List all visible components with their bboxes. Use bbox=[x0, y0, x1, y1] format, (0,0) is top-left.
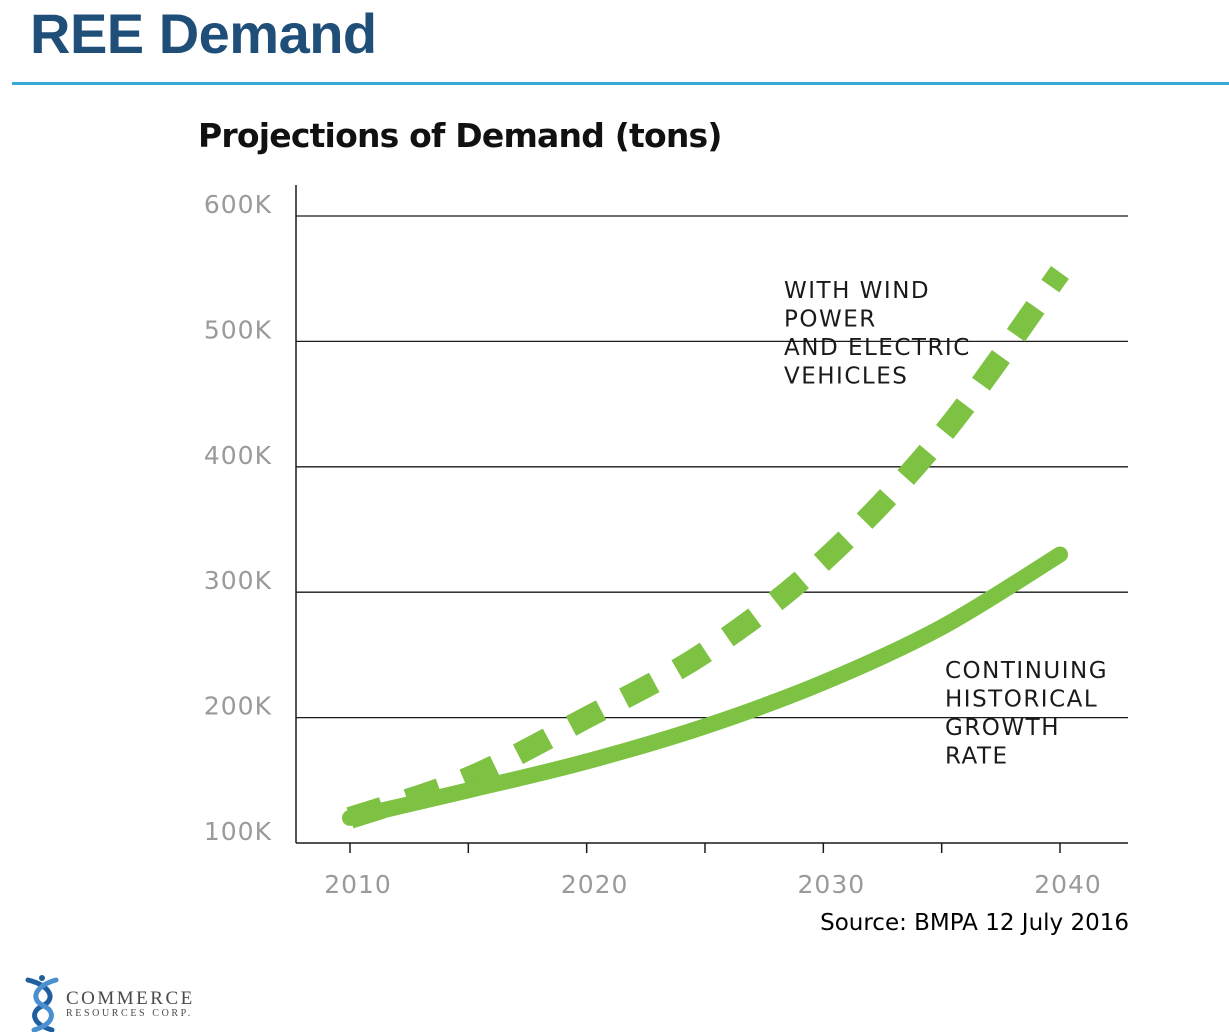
series-annotation-line: RATE bbox=[945, 744, 1009, 770]
y-tick-label: 100K bbox=[204, 817, 272, 846]
y-tick-labels: 100K 200K 300K 400K 500K 600K bbox=[204, 190, 272, 846]
y-tick-label: 600K bbox=[204, 190, 272, 219]
x-tick-label: 2010 bbox=[324, 870, 392, 899]
series-line-wind-ev bbox=[346, 265, 1069, 829]
slide-title: REE Demand bbox=[30, 2, 377, 65]
title-divider bbox=[12, 82, 1229, 85]
x-tick-label: 2030 bbox=[798, 870, 866, 899]
series-lines bbox=[342, 265, 1069, 829]
gridlines bbox=[296, 215, 1128, 719]
x-tick-label: 2040 bbox=[1034, 870, 1102, 899]
series-annotation-line: HISTORICAL bbox=[945, 687, 1098, 713]
y-tick-label: 500K bbox=[204, 315, 272, 344]
logo-tagline: RESOURCES CORP. bbox=[66, 1008, 193, 1019]
series-annotation-line: POWER bbox=[784, 307, 877, 333]
source-note: Source: BMPA 12 July 2016 bbox=[820, 910, 1129, 936]
x-tick-label: 2020 bbox=[561, 870, 629, 899]
series-annotation-line: WITH WIND bbox=[784, 278, 930, 304]
series-annotation-line: VEHICLES bbox=[784, 364, 908, 390]
logo-name: COMMERCE bbox=[66, 988, 195, 1009]
series-annotation-line: AND ELECTRIC bbox=[784, 335, 971, 361]
commerce-logo-icon bbox=[25, 975, 59, 1032]
chart-title: Projections of Demand (tons) bbox=[198, 116, 722, 155]
y-tick-label: 300K bbox=[204, 566, 272, 595]
series-annotation-line: CONTINUING bbox=[945, 658, 1108, 684]
series-line-historical bbox=[342, 546, 1068, 826]
x-tick-labels: 2010 2020 2030 2040 bbox=[324, 843, 1102, 899]
series-annotation-line: GROWTH bbox=[945, 715, 1060, 741]
y-tick-label: 200K bbox=[204, 692, 272, 721]
y-tick-label: 400K bbox=[204, 441, 272, 470]
